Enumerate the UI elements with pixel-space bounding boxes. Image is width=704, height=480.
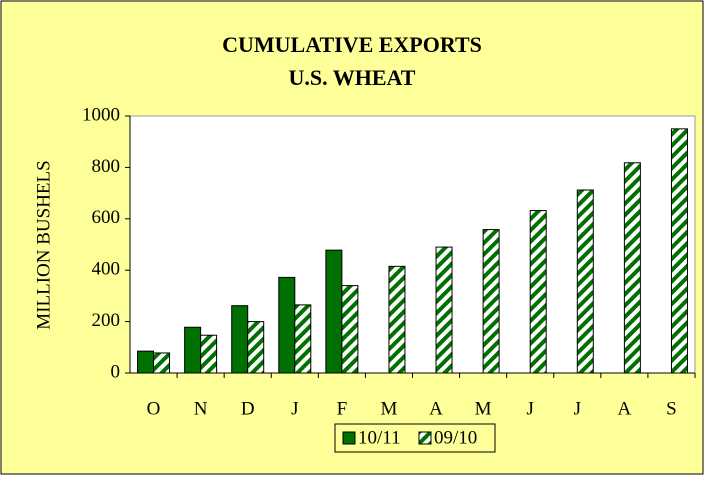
y-tick-label: 400 [92, 259, 121, 280]
chart-title: CUMULATIVE EXPORTS [222, 32, 482, 57]
y-tick-label: 800 [92, 156, 121, 177]
bar [576, 189, 594, 374]
y-tick-label: 0 [111, 361, 121, 382]
bar [137, 350, 155, 374]
legend-swatch [418, 431, 432, 445]
x-tick-label: F [337, 398, 348, 419]
bar [231, 305, 249, 374]
x-tick-label: A [618, 398, 632, 419]
legend-label: 09/10 [434, 427, 477, 448]
bar [278, 276, 296, 374]
x-tick-label: J [574, 398, 581, 419]
bar [670, 128, 688, 374]
bar [529, 210, 547, 374]
bar [341, 285, 359, 374]
bar [247, 321, 265, 374]
bar [294, 304, 312, 374]
bar [200, 334, 218, 374]
legend-swatch [342, 431, 356, 445]
bar [184, 326, 202, 374]
x-tick-label: N [194, 398, 208, 419]
x-tick-label: J [527, 398, 534, 419]
bar [482, 229, 500, 374]
chart-title: U.S. WHEAT [289, 65, 416, 90]
x-tick-label: M [381, 398, 398, 419]
plot-area [129, 115, 696, 374]
legend-box [334, 423, 496, 453]
x-tick-label: J [291, 398, 298, 419]
x-tick-label: O [147, 398, 161, 419]
bar [435, 246, 453, 374]
x-tick-label: S [666, 398, 677, 419]
bar [153, 352, 171, 374]
bar [388, 265, 406, 374]
bar [325, 249, 343, 374]
x-tick-label: A [429, 398, 443, 419]
y-tick-label: 600 [92, 207, 121, 228]
x-tick-label: D [241, 398, 255, 419]
bar [623, 162, 641, 374]
legend-label: 10/11 [358, 427, 401, 448]
y-axis-label: MILLION BUSHELS [33, 160, 54, 329]
y-tick-label: 200 [92, 310, 121, 331]
x-tick-label: M [475, 398, 492, 419]
y-tick-label: 1000 [82, 104, 120, 125]
